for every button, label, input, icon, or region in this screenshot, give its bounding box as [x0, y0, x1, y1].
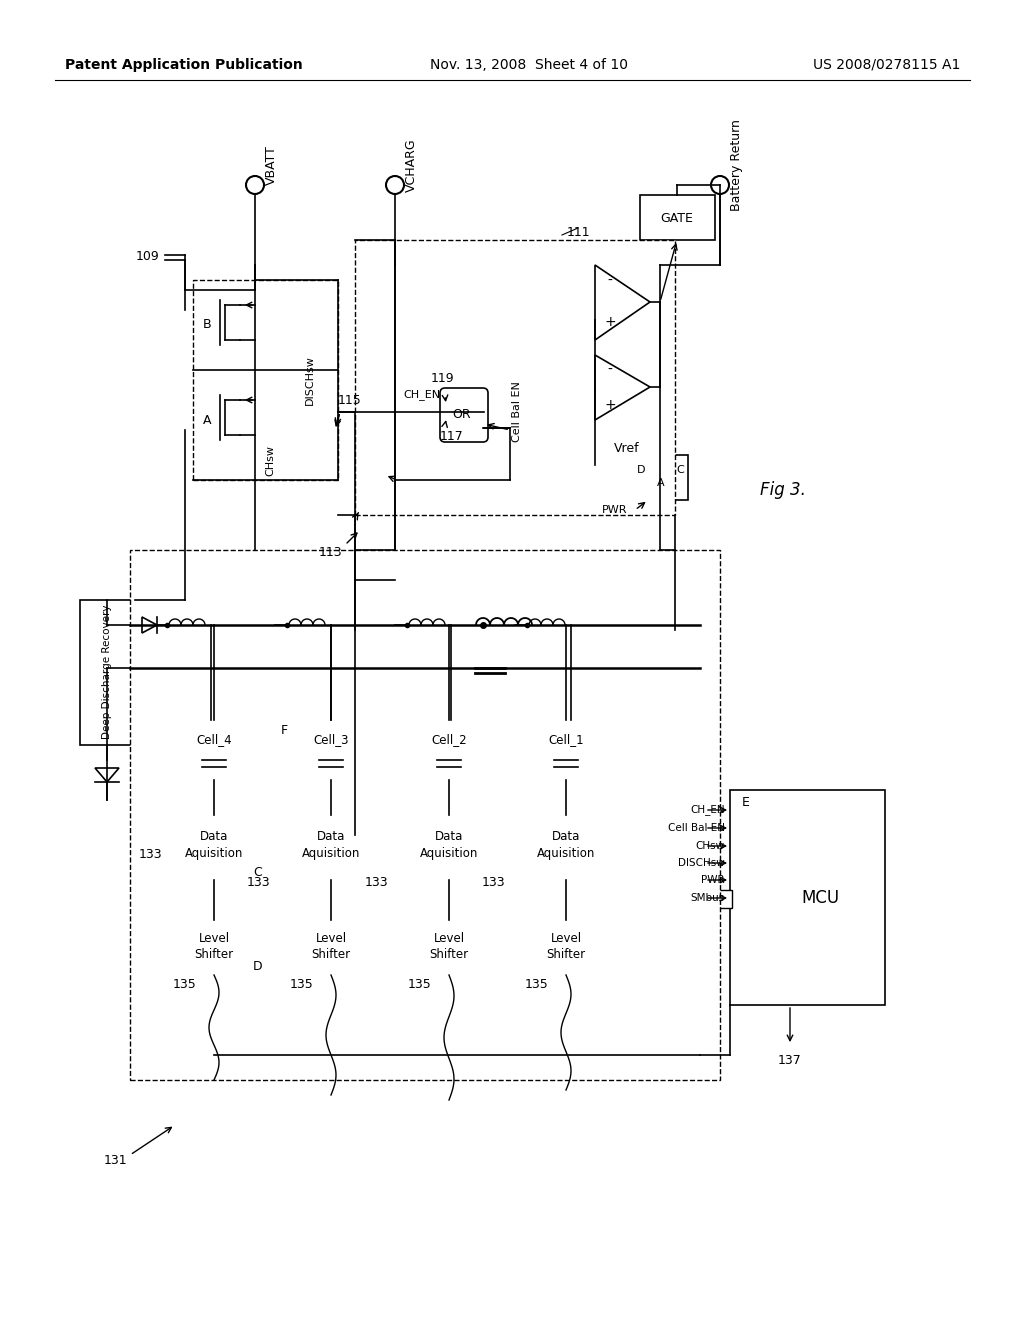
Bar [515, 920, 618, 975]
Text: DISCHsw: DISCHsw [305, 355, 315, 405]
Text: Cell_3: Cell_3 [313, 734, 349, 747]
Bar [163, 920, 266, 975]
Text: MCU: MCU [801, 888, 839, 907]
Bar [398, 719, 501, 780]
Text: Data: Data [200, 830, 228, 843]
Bar [515, 719, 618, 780]
Text: C: C [676, 465, 684, 475]
Text: Data: Data [316, 830, 345, 843]
Text: E: E [742, 796, 750, 808]
FancyBboxPatch shape [440, 388, 488, 442]
Text: A: A [657, 478, 665, 488]
Text: 131: 131 [103, 1154, 127, 1167]
Text: Shifter: Shifter [195, 949, 233, 961]
Bar [280, 719, 383, 780]
Bar [633, 455, 688, 500]
Bar [515, 814, 618, 880]
Text: 135: 135 [409, 978, 432, 991]
Text: F: F [281, 723, 288, 737]
Text: PWR: PWR [602, 506, 628, 515]
Text: 133: 133 [246, 876, 269, 890]
Text: 113: 113 [318, 545, 342, 558]
Text: Shifter: Shifter [311, 949, 350, 961]
Text: 135: 135 [173, 978, 197, 991]
Text: Data: Data [552, 830, 581, 843]
Text: DISCHsw: DISCHsw [678, 858, 725, 869]
Text: 109: 109 [136, 251, 160, 264]
Text: +: + [604, 399, 615, 412]
Bar [280, 920, 383, 975]
Text: Cell Bal EN: Cell Bal EN [668, 822, 725, 833]
Text: VCHARG: VCHARG [406, 139, 418, 191]
Bar [355, 240, 675, 515]
Text: 115: 115 [338, 393, 361, 407]
Bar [193, 280, 338, 480]
Bar [163, 814, 266, 880]
Text: -: - [607, 363, 612, 378]
Text: 119: 119 [430, 371, 454, 384]
Text: -: - [607, 275, 612, 288]
Text: Aquisition: Aquisition [537, 846, 595, 859]
Text: Level: Level [199, 932, 229, 945]
Text: Cell_2: Cell_2 [431, 734, 467, 747]
Text: Aquisition: Aquisition [420, 846, 478, 859]
Text: PWR: PWR [701, 875, 725, 884]
Text: US 2008/0278115 A1: US 2008/0278115 A1 [813, 58, 961, 73]
Text: 133: 133 [138, 849, 162, 862]
Text: Nov. 13, 2008  Sheet 4 of 10: Nov. 13, 2008 Sheet 4 of 10 [430, 58, 628, 73]
Text: Level: Level [433, 932, 465, 945]
Text: Cell Bal EN: Cell Bal EN [512, 381, 522, 442]
Text: +: + [604, 315, 615, 329]
Text: GATE: GATE [660, 211, 693, 224]
Text: Level: Level [315, 932, 346, 945]
Text: 133: 133 [365, 876, 388, 890]
Text: Cell_4: Cell_4 [197, 734, 231, 747]
Bar [163, 719, 266, 780]
Bar [398, 920, 501, 975]
Bar [730, 789, 885, 1005]
Text: VBATT: VBATT [265, 145, 278, 185]
Text: Battery Return: Battery Return [730, 119, 743, 211]
Text: 133: 133 [481, 876, 505, 890]
Text: CH_EN: CH_EN [403, 389, 440, 400]
Bar [130, 550, 720, 1080]
Bar [690, 890, 732, 908]
Text: Deep Discharge Recovery: Deep Discharge Recovery [102, 605, 112, 739]
Text: 135: 135 [525, 978, 549, 991]
Text: B: B [203, 318, 211, 331]
Text: OR: OR [453, 408, 471, 421]
Text: Data: Data [435, 830, 463, 843]
Text: D: D [637, 465, 645, 475]
Text: Shifter: Shifter [429, 949, 469, 961]
Text: A: A [203, 413, 211, 426]
Text: CHsw: CHsw [696, 841, 725, 851]
Text: SMbus: SMbus [691, 894, 725, 903]
Bar [640, 195, 715, 240]
Text: Shifter: Shifter [547, 949, 586, 961]
Text: Patent Application Publication: Patent Application Publication [65, 58, 303, 73]
Bar [280, 814, 383, 880]
Text: Cell_1: Cell_1 [548, 734, 584, 747]
Text: 137: 137 [778, 1053, 802, 1067]
Text: 111: 111 [566, 227, 590, 239]
Text: Aquisition: Aquisition [302, 846, 360, 859]
Text: 117: 117 [440, 430, 464, 444]
Text: CH_EN: CH_EN [690, 805, 725, 816]
Text: CHsw: CHsw [265, 445, 275, 475]
Bar [398, 814, 501, 880]
Text: 135: 135 [290, 978, 314, 991]
Bar [595, 430, 660, 465]
Text: C: C [254, 866, 262, 879]
Text: Fig 3.: Fig 3. [760, 480, 806, 499]
Bar [80, 601, 135, 744]
Text: Aquisition: Aquisition [184, 846, 243, 859]
Text: D: D [253, 961, 263, 974]
Text: Level: Level [551, 932, 582, 945]
Text: Vref: Vref [614, 441, 640, 454]
